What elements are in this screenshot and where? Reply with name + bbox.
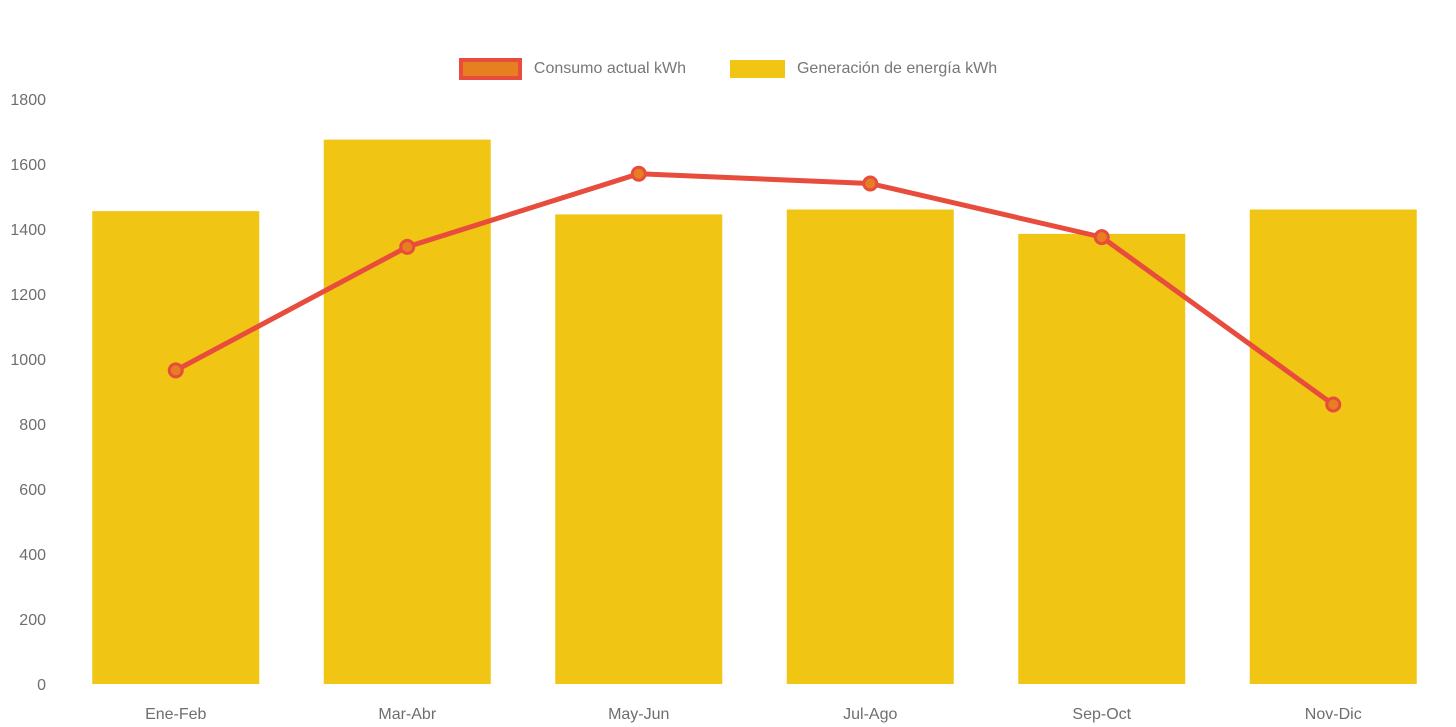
x-axis-tick-mar-abr: Mar-Abr bbox=[378, 706, 436, 723]
bar-sep-oct[interactable] bbox=[1018, 233, 1186, 684]
y-axis-tick-1600: 1600 bbox=[10, 157, 46, 174]
y-axis-tick-400: 400 bbox=[19, 547, 46, 564]
data-point-jul-ago[interactable] bbox=[862, 175, 879, 192]
bar-nov-dic[interactable] bbox=[1249, 209, 1417, 685]
x-axis-tick-may-jun: May-Jun bbox=[608, 706, 669, 723]
legend-swatch-generacion-energia bbox=[729, 60, 785, 78]
y-axis-tick-1800: 1800 bbox=[10, 92, 46, 109]
y-axis-tick-1200: 1200 bbox=[10, 287, 46, 304]
data-point-ene-feb[interactable] bbox=[167, 362, 184, 379]
data-point-nov-dic[interactable] bbox=[1325, 396, 1342, 413]
y-axis-tick-600: 600 bbox=[19, 482, 46, 499]
legend-item-consumo-actual[interactable]: Consumo actual kWh bbox=[458, 58, 686, 80]
legend-label-generacion-energia: Generación de energía kWh bbox=[796, 60, 998, 77]
data-point-may-jun[interactable] bbox=[630, 165, 647, 182]
y-axis-tick-800: 800 bbox=[19, 417, 46, 434]
data-point-sep-oct[interactable] bbox=[1093, 229, 1110, 246]
x-axis-tick-jul-ago: Jul-Ago bbox=[843, 706, 897, 723]
consumo-actual-line bbox=[173, 171, 1336, 407]
chart-legend: Consumo actual kWh Generación de energía… bbox=[0, 58, 1456, 80]
bar-ene-feb[interactable] bbox=[92, 211, 260, 684]
bar-may-jun[interactable] bbox=[555, 214, 723, 684]
y-axis-tick-1000: 1000 bbox=[10, 352, 46, 369]
bar-jul-ago[interactable] bbox=[786, 209, 954, 685]
legend-label-consumo-actual: Consumo actual kWh bbox=[533, 60, 686, 77]
x-axis-tick-ene-feb: Ene-Feb bbox=[145, 706, 206, 723]
x-axis-tick-sep-oct: Sep-Oct bbox=[1072, 706, 1131, 723]
legend-swatch-consumo-actual bbox=[458, 58, 522, 80]
y-axis-tick-200: 200 bbox=[19, 612, 46, 629]
data-point-mar-abr[interactable] bbox=[399, 238, 416, 255]
y-axis-tick-1400: 1400 bbox=[10, 222, 46, 239]
y-axis-tick-0: 0 bbox=[37, 677, 46, 694]
legend-item-generacion-energia[interactable]: Generación de energía kWh bbox=[729, 60, 998, 78]
bar-mar-abr[interactable] bbox=[323, 139, 491, 684]
x-axis-tick-nov-dic: Nov-Dic bbox=[1305, 706, 1362, 723]
